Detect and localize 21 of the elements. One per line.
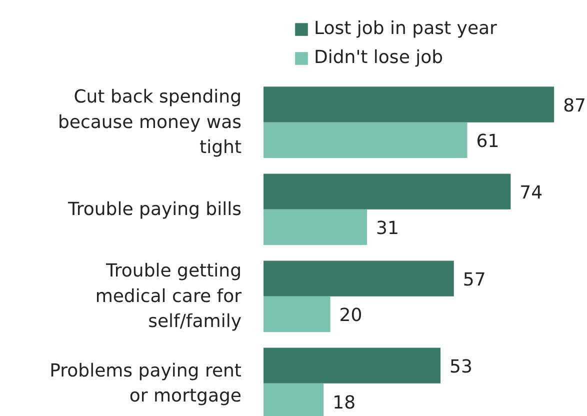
bar <box>264 348 441 384</box>
y-tick-label: Problems paying rent or mortgage <box>50 360 242 407</box>
data-label: 31 <box>376 218 399 240</box>
data-label: 53 <box>450 356 472 378</box>
data-label: 74 <box>520 182 543 204</box>
bar <box>264 86 554 122</box>
bar <box>264 209 368 246</box>
legend-label: Didn't lose job <box>314 47 444 68</box>
data-label: 20 <box>339 305 362 326</box>
data-label: 57 <box>462 270 486 291</box>
y-tick-label: Trouble getting medical care for self/family <box>95 260 242 332</box>
data-label: 87 <box>563 96 586 116</box>
y-tick-label: Cut back spending because money was tight <box>58 86 242 158</box>
bar <box>264 260 454 296</box>
bar <box>264 296 330 332</box>
data-label: 18 <box>332 392 356 414</box>
data-label: 61 <box>476 131 500 152</box>
bar <box>264 174 511 210</box>
bar <box>264 122 468 158</box>
legend-label: Lost job in past year <box>314 18 497 39</box>
y-tick-label: Trouble paying bills <box>67 198 242 220</box>
